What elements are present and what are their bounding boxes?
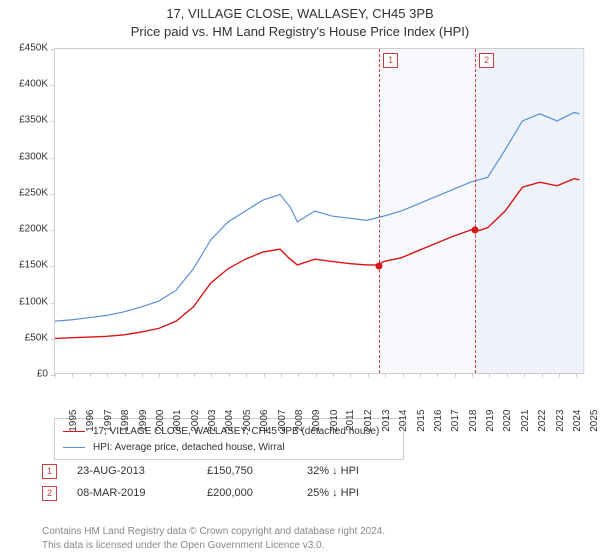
chart-subtitle: Price paid vs. HM Land Registry's House … — [0, 24, 600, 39]
chart-footer: Contains HM Land Registry data © Crown c… — [42, 525, 385, 552]
x-axis-label: 1997 — [103, 410, 114, 432]
x-axis-label: 1996 — [85, 410, 96, 432]
x-axis-label: 2009 — [311, 410, 322, 432]
x-axis-label: 2020 — [502, 410, 513, 432]
event-price: £200,000 — [207, 487, 307, 499]
x-axis-label: 2018 — [467, 410, 478, 432]
x-axis-label: 2004 — [224, 410, 235, 432]
x-axis-label: 2000 — [155, 410, 166, 432]
x-axis-label: 2008 — [294, 410, 305, 432]
chart-series-line — [55, 112, 580, 321]
x-axis-label: 2019 — [485, 410, 496, 432]
event-date: 08-MAR-2019 — [77, 487, 207, 499]
chart-vline — [475, 49, 476, 373]
footer-line-2: This data is licensed under the Open Gov… — [42, 539, 385, 553]
x-axis-label: 2002 — [189, 410, 200, 432]
chart-data-point — [376, 263, 383, 270]
event-diff: 25% ↓ HPI — [307, 487, 407, 499]
y-axis-label: £350K — [2, 115, 48, 126]
chart-flag: 1 — [383, 53, 398, 68]
legend-row: HPI: Average price, detached house, Wirr… — [63, 439, 395, 455]
x-axis-label: 2025 — [589, 410, 600, 432]
event-row: 1 23-AUG-2013 £150,750 32% ↓ HPI — [42, 460, 407, 482]
event-flag-2: 2 — [42, 486, 57, 501]
x-axis-label: 1995 — [68, 410, 79, 432]
chart-vline — [379, 49, 380, 373]
legend-label: HPI: Average price, detached house, Wirr… — [93, 442, 285, 453]
x-axis-label: 2013 — [381, 410, 392, 432]
events-table: 1 23-AUG-2013 £150,750 32% ↓ HPI 2 08-MA… — [42, 460, 407, 504]
y-axis-label: £400K — [2, 79, 48, 90]
y-axis-label: £100K — [2, 296, 48, 307]
x-axis-label: 2010 — [328, 410, 339, 432]
event-price: £150,750 — [207, 465, 307, 477]
chart-flag: 2 — [479, 53, 494, 68]
event-row: 2 08-MAR-2019 £200,000 25% ↓ HPI — [42, 482, 407, 504]
x-axis-label: 2012 — [363, 410, 374, 432]
y-axis-label: £250K — [2, 187, 48, 198]
event-date: 23-AUG-2013 — [77, 465, 207, 477]
y-axis-label: £0 — [2, 369, 48, 380]
x-axis-label: 2017 — [450, 410, 461, 432]
x-axis-label: 2015 — [415, 410, 426, 432]
chart-container: { "title": "17, VILLAGE CLOSE, WALLASEY,… — [0, 0, 600, 560]
legend-swatch-blue — [63, 447, 85, 448]
x-axis-label: 1999 — [137, 410, 148, 432]
y-axis-label: £300K — [2, 151, 48, 162]
x-axis-label: 2005 — [242, 410, 253, 432]
x-axis-label: 2011 — [345, 410, 356, 432]
y-axis-label: £200K — [2, 224, 48, 235]
event-flag-1: 1 — [42, 464, 57, 479]
chart-title: 17, VILLAGE CLOSE, WALLASEY, CH45 3PB — [0, 6, 600, 21]
x-axis-label: 2016 — [433, 410, 444, 432]
event-diff: 32% ↓ HPI — [307, 465, 407, 477]
chart-plot-area: 12 — [54, 48, 584, 374]
x-axis-label: 2023 — [554, 410, 565, 432]
y-axis-label: £150K — [2, 260, 48, 271]
chart-series-line — [55, 179, 580, 339]
x-axis-label: 2001 — [172, 410, 183, 432]
x-axis-label: 2024 — [572, 410, 583, 432]
y-axis-label: £450K — [2, 43, 48, 54]
x-axis-label: 2021 — [520, 410, 531, 432]
chart-lines-svg — [55, 49, 583, 373]
x-axis-label: 2007 — [276, 410, 287, 432]
x-axis-label: 1998 — [120, 410, 131, 432]
chart-data-point — [472, 227, 479, 234]
x-axis-label: 2014 — [398, 410, 409, 432]
x-axis-label: 2006 — [259, 410, 270, 432]
footer-line-1: Contains HM Land Registry data © Crown c… — [42, 525, 385, 539]
y-axis-label: £50K — [2, 332, 48, 343]
x-axis-label: 2003 — [207, 410, 218, 432]
x-axis-label: 2022 — [537, 410, 548, 432]
